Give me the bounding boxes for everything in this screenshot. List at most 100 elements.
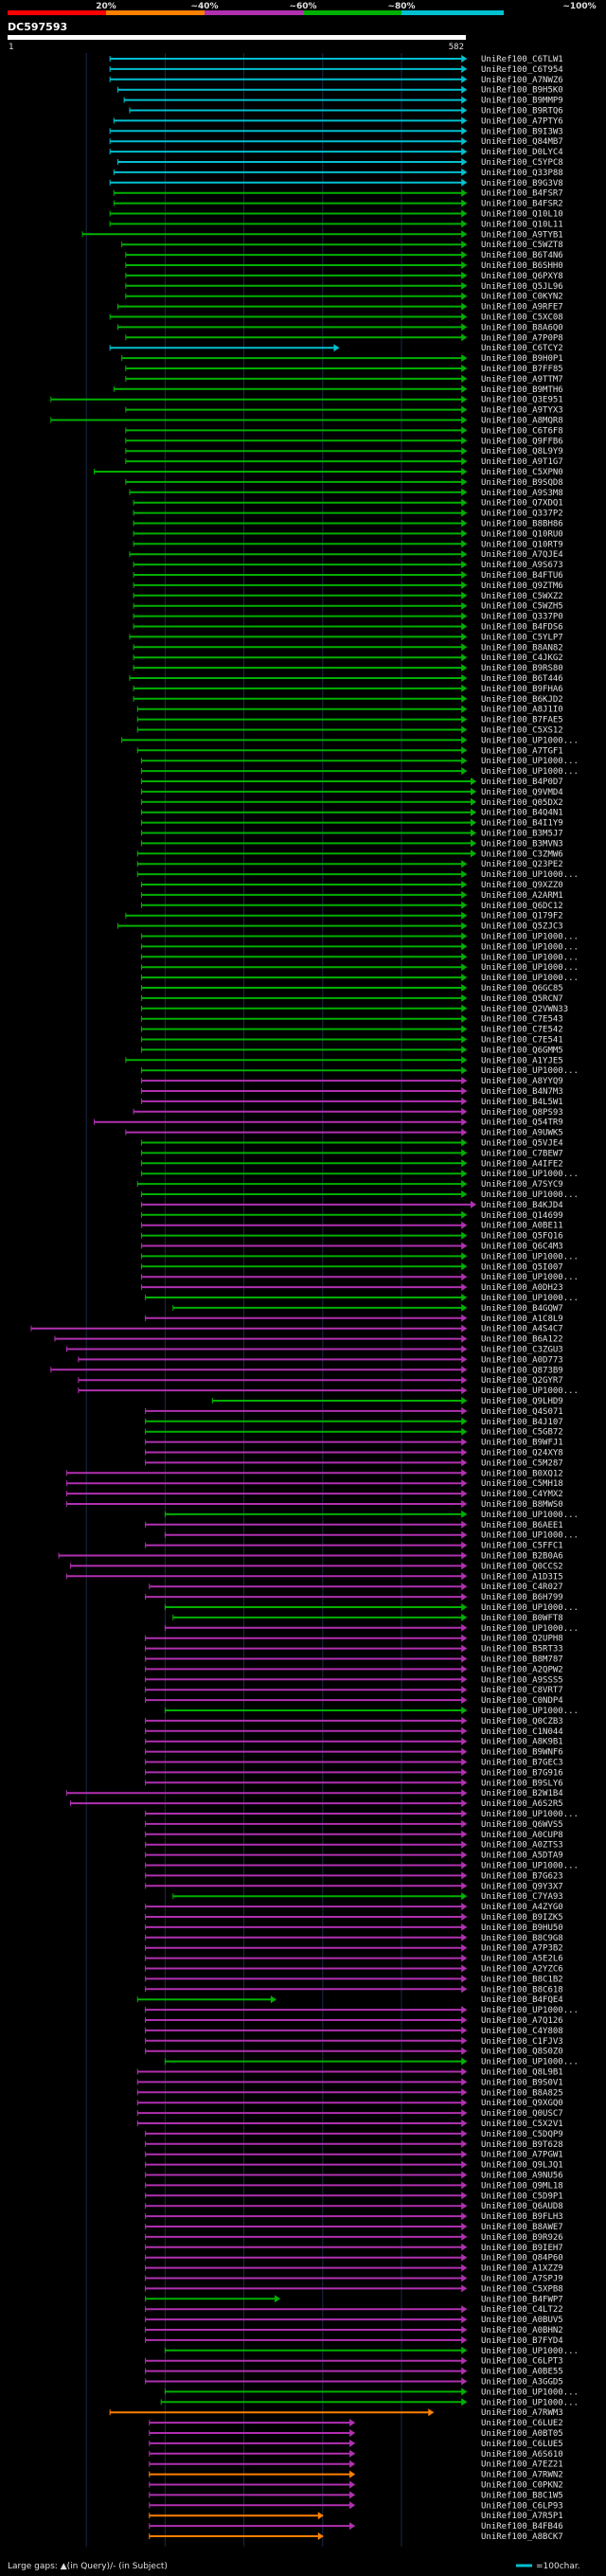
hit-label[interactable]: UniRef100_A8K9B1 (481, 1738, 563, 1747)
hit-label[interactable]: UniRef100_UP1000... (481, 870, 579, 880)
hit-label[interactable]: UniRef100_Q7XDQ1 (481, 499, 563, 509)
hit-label[interactable]: UniRef100_A8YYQ9 (481, 1077, 563, 1086)
hit-label[interactable]: UniRef100_A0BT05 (481, 2429, 563, 2439)
hit-label[interactable]: UniRef100_Q33P88 (481, 169, 563, 178)
hit-label[interactable]: UniRef100_C6LUE5 (481, 2440, 563, 2449)
hit-label[interactable]: UniRef100_A4IFE2 (481, 1159, 563, 1169)
hit-label[interactable]: UniRef100_A7Q126 (481, 2016, 563, 2026)
hit-label[interactable]: UniRef100_Q5ZJC3 (481, 922, 563, 932)
hit-label[interactable]: UniRef100_A8MQR8 (481, 417, 563, 426)
hit-label[interactable]: UniRef100_A7SYC9 (481, 1180, 563, 1190)
hit-label[interactable]: UniRef100_B7FF85 (481, 365, 563, 374)
hit-label[interactable]: UniRef100_A8BCK7 (481, 2532, 563, 2542)
hit-label[interactable]: UniRef100_Q0USC7 (481, 2109, 563, 2119)
hit-label[interactable]: UniRef100_UP1000... (481, 933, 579, 942)
hit-label[interactable]: UniRef100_C5M287 (481, 1458, 563, 1468)
hit-label[interactable]: UniRef100_A1YJE5 (481, 1056, 563, 1065)
hit-label[interactable]: UniRef100_B4KJD4 (481, 1201, 563, 1210)
hit-label[interactable]: UniRef100_A0CUP8 (481, 1831, 563, 1840)
hit-label[interactable]: UniRef100_UP1000... (481, 1707, 579, 1716)
hit-label[interactable]: UniRef100_A2YZC6 (481, 1965, 563, 1975)
hit-label[interactable]: UniRef100_C1N044 (481, 1727, 563, 1737)
hit-label[interactable]: UniRef100_A7QJE4 (481, 550, 563, 560)
hit-label[interactable]: UniRef100_A0BUV5 (481, 2316, 563, 2325)
hit-label[interactable]: UniRef100_A1C8L9 (481, 1315, 563, 1324)
hit-label[interactable]: UniRef100_C0KYN2 (481, 293, 563, 302)
hit-label[interactable]: UniRef100_Q5RCN7 (481, 994, 563, 1004)
hit-label[interactable]: UniRef100_Q10L10 (481, 210, 563, 220)
hit-label[interactable]: UniRef100_A0ZTS3 (481, 1841, 563, 1851)
hit-label[interactable]: UniRef100_A7R5P1 (481, 2512, 563, 2521)
hit-label[interactable]: UniRef100_Q10RT9 (481, 540, 563, 549)
hit-label[interactable]: UniRef100_B8AN82 (481, 643, 563, 653)
hit-label[interactable]: UniRef100_UP1000... (481, 942, 579, 952)
hit-label[interactable]: UniRef100_C6T6F8 (481, 426, 563, 436)
hit-label[interactable]: UniRef100_B0XQ12 (481, 1469, 563, 1478)
hit-label[interactable]: UniRef100_UP1000... (481, 1531, 579, 1541)
hit-label[interactable]: UniRef100_C4LT22 (481, 2305, 563, 2315)
hit-label[interactable]: UniRef100_B8M787 (481, 1655, 563, 1665)
hit-label[interactable]: UniRef100_Q337P2 (481, 510, 563, 519)
hit-label[interactable]: UniRef100_C4YMX2 (481, 1490, 563, 1499)
hit-label[interactable]: UniRef100_UP1000... (481, 2388, 579, 2397)
hit-label[interactable]: UniRef100_Q9VMD4 (481, 788, 563, 797)
hit-label[interactable]: UniRef100_Q14699 (481, 1211, 563, 1221)
hit-label[interactable]: UniRef100_B0WFT8 (481, 1614, 563, 1623)
hit-label[interactable]: UniRef100_B4N7M3 (481, 1087, 563, 1097)
hit-label[interactable]: UniRef100_B6T446 (481, 674, 563, 684)
hit-label[interactable]: UniRef100_A0BHN2 (481, 2326, 563, 2335)
hit-label[interactable]: UniRef100_B8AWE7 (481, 2223, 563, 2232)
hit-label[interactable]: UniRef100_A7P0P8 (481, 333, 563, 343)
hit-label[interactable]: UniRef100_Q6WVS5 (481, 1820, 563, 1830)
hit-label[interactable]: UniRef100_Q2VWN33 (481, 1005, 568, 1014)
hit-label[interactable]: UniRef100_Q8PS93 (481, 1108, 563, 1118)
hit-label[interactable]: UniRef100_C6LPT3 (481, 2357, 563, 2367)
hit-label[interactable]: UniRef100_B9IZK5 (481, 1913, 563, 1923)
hit-label[interactable]: UniRef100_UP1000... (481, 1810, 579, 1819)
hit-label[interactable]: UniRef100_Q8S0Z0 (481, 2048, 563, 2057)
hit-label[interactable]: UniRef100_A9TTM7 (481, 375, 563, 385)
hit-label[interactable]: UniRef100_Q5I007 (481, 1262, 563, 1272)
hit-label[interactable]: UniRef100_Q9Y3X7 (481, 1882, 563, 1891)
hit-label[interactable]: UniRef100_Q9LJQ1 (481, 2161, 563, 2171)
hit-label[interactable]: UniRef100_C5XC08 (481, 313, 563, 323)
hit-label[interactable]: UniRef100_C1FJV3 (481, 2037, 563, 2047)
hit-label[interactable]: UniRef100_C7E543 (481, 1015, 563, 1025)
hit-label[interactable]: UniRef100_UP1000... (481, 2347, 579, 2356)
hit-label[interactable]: UniRef100_Q6GC85 (481, 984, 563, 993)
hit-label[interactable]: UniRef100_B9T628 (481, 2140, 563, 2150)
hit-label[interactable]: UniRef100_UP1000... (481, 1273, 579, 1282)
hit-label[interactable]: UniRef100_B8C9G8 (481, 1934, 563, 1943)
hit-label[interactable]: UniRef100_C7E542 (481, 1026, 563, 1035)
hit-label[interactable]: UniRef100_UP1000... (481, 1624, 579, 1634)
hit-label[interactable]: UniRef100_A9UWK5 (481, 1129, 563, 1138)
hit-label[interactable]: UniRef100_C6TLW1 (481, 55, 563, 64)
hit-label[interactable]: UniRef100_B6H799 (481, 1593, 563, 1602)
hit-label[interactable]: UniRef100_Q6DC12 (481, 902, 563, 911)
hit-label[interactable]: UniRef100_B6SHH0 (481, 261, 563, 271)
hit-label[interactable]: UniRef100_B9G3V8 (481, 179, 563, 188)
hit-label[interactable]: UniRef100_B8MWS0 (481, 1500, 563, 1510)
hit-label[interactable]: UniRef100_Q05DX2 (481, 798, 563, 808)
hit-label[interactable]: UniRef100_UP1000... (481, 963, 579, 973)
hit-label[interactable]: UniRef100_UP1000... (481, 1252, 579, 1261)
hit-label[interactable]: UniRef100_Q10RU0 (481, 529, 563, 539)
hit-label[interactable]: UniRef100_Q84MB7 (481, 137, 563, 147)
hit-label[interactable]: UniRef100_B9I3W3 (481, 127, 563, 136)
hit-label[interactable]: UniRef100_C5WXZ2 (481, 592, 563, 601)
hit-label[interactable]: UniRef100_A4ZYG0 (481, 1903, 563, 1912)
hit-label[interactable]: UniRef100_B9HU50 (481, 1923, 563, 1933)
hit-label[interactable]: UniRef100_B4I1Y9 (481, 819, 563, 829)
hit-label[interactable]: UniRef100_Q5FQ16 (481, 1232, 563, 1242)
hit-label[interactable]: UniRef100_A7EZ21 (481, 2460, 563, 2470)
hit-label[interactable]: UniRef100_B4FDS6 (481, 623, 563, 633)
hit-label[interactable]: UniRef100_Q0CCS2 (481, 1562, 563, 1571)
hit-label[interactable]: UniRef100_C5XPB8 (481, 2284, 563, 2294)
hit-label[interactable]: UniRef100_B6A122 (481, 1335, 563, 1345)
hit-label[interactable]: UniRef100_Q4S071 (481, 1407, 563, 1417)
hit-label[interactable]: UniRef100_UP1000... (481, 974, 579, 983)
hit-label[interactable]: UniRef100_UP1000... (481, 1603, 579, 1613)
hit-label[interactable]: UniRef100_B6T4N6 (481, 251, 563, 260)
hit-label[interactable]: UniRef100_C5D9P1 (481, 2191, 563, 2201)
hit-label[interactable]: UniRef100_B3MVN3 (481, 839, 563, 849)
